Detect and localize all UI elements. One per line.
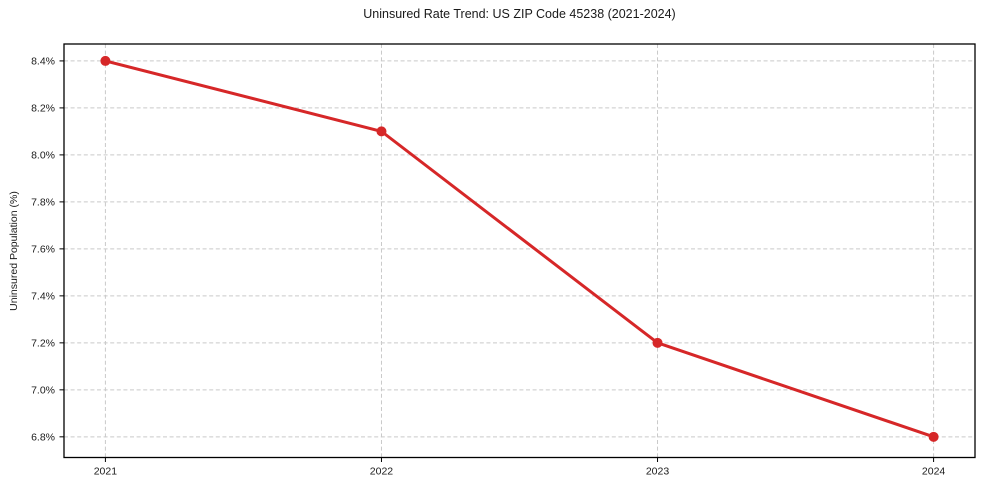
x-tick-label: 2024 [922, 466, 946, 478]
y-tick-label: 7.8% [31, 196, 55, 208]
chart-title: Uninsured Rate Trend: US ZIP Code 45238 … [363, 7, 676, 21]
x-tick-label: 2022 [370, 466, 394, 478]
plot-frame [63, 43, 976, 459]
y-tick-label: 8.4% [31, 56, 55, 68]
y-tick-label: 8.2% [31, 103, 55, 115]
y-tick-label: 7.2% [31, 337, 55, 349]
y-tick-label: 7.4% [31, 290, 55, 302]
y-tick-label: 8.0% [31, 149, 55, 161]
y-tick-label: 7.0% [31, 384, 55, 396]
x-tick-label: 2021 [94, 466, 118, 478]
data-point-marker [928, 431, 939, 442]
x-tick-label: 2023 [646, 466, 670, 478]
trend-line [103, 59, 936, 439]
y-tick-label: 6.8% [31, 431, 55, 443]
data-point-marker [100, 55, 111, 66]
data-point-marker [376, 126, 387, 137]
y-tick-label: 7.6% [31, 243, 55, 255]
data-point-marker [652, 337, 663, 348]
